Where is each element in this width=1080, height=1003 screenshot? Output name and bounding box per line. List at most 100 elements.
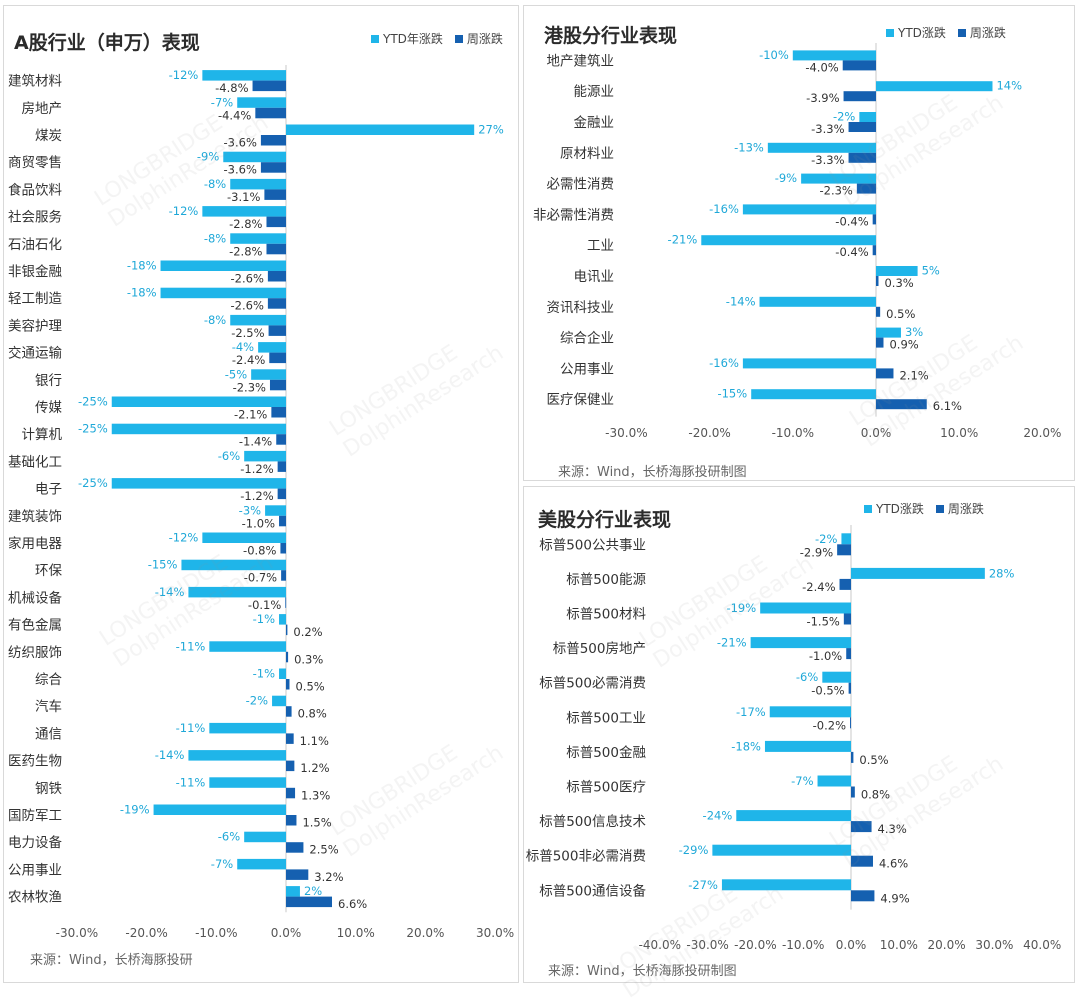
week-bar bbox=[266, 243, 286, 255]
week-data-label: -2.9% bbox=[800, 545, 833, 559]
week-bar bbox=[277, 461, 286, 472]
week-bar bbox=[876, 306, 881, 317]
week-data-label: -2.8% bbox=[229, 244, 262, 258]
category-label: 综合 bbox=[35, 672, 62, 688]
category-label: 汽车 bbox=[35, 698, 62, 715]
week-data-label: -0.7% bbox=[244, 571, 277, 585]
week-bar bbox=[876, 276, 879, 286]
legend-swatch-ytd bbox=[886, 28, 894, 37]
week-bar bbox=[286, 815, 297, 826]
category-label: 标普500工业 bbox=[566, 710, 646, 726]
ytd-data-label: -16% bbox=[709, 202, 739, 216]
x-tick-label: -10.0% bbox=[195, 926, 237, 940]
ytd-data-label: -11% bbox=[176, 639, 206, 653]
week-bar bbox=[876, 337, 884, 348]
ytd-data-label: -11% bbox=[176, 721, 206, 735]
legend-swatch-week bbox=[454, 34, 463, 43]
ytd-bar bbox=[279, 614, 286, 625]
week-bar bbox=[286, 651, 289, 663]
week-bar bbox=[846, 648, 851, 660]
legend-item-ytd: YTD年涨跌 bbox=[371, 30, 443, 47]
week-bar bbox=[851, 855, 873, 867]
ytd-data-label: -15% bbox=[717, 387, 747, 401]
ytd-data-label: -6% bbox=[218, 449, 240, 463]
ytd-bar bbox=[851, 567, 985, 579]
ytd-data-label: 5% bbox=[922, 264, 940, 278]
ytd-bar bbox=[822, 671, 851, 683]
hk-chart-title: 港股分行业表现 bbox=[544, 25, 678, 47]
category-label: 非银金融 bbox=[8, 264, 62, 280]
legend-item-ytd: YTD涨跌 bbox=[886, 24, 946, 41]
week-data-label: -4.4% bbox=[218, 108, 251, 122]
ytd-data-label: -16% bbox=[709, 356, 739, 370]
week-data-label: 6.1% bbox=[933, 399, 962, 413]
week-bar bbox=[843, 613, 851, 625]
category-label: 环保 bbox=[35, 563, 62, 579]
week-data-label: 0.8% bbox=[298, 707, 327, 721]
ytd-data-label: 28% bbox=[989, 566, 1015, 580]
week-bar bbox=[286, 787, 296, 799]
ytd-data-label: -1% bbox=[253, 667, 275, 681]
x-tick-label: 20.0% bbox=[1023, 426, 1061, 440]
category-label: 非必需性消费 bbox=[533, 207, 614, 223]
week-bar bbox=[281, 570, 286, 581]
week-data-label: -0.4% bbox=[835, 214, 868, 228]
category-label: 纺织服饰 bbox=[8, 645, 62, 661]
x-tick-label: -20.0% bbox=[688, 426, 730, 440]
category-label: 家用电器 bbox=[8, 535, 62, 552]
week-bar bbox=[271, 407, 286, 418]
ytd-data-label: -8% bbox=[204, 177, 226, 191]
week-data-label: -2.4% bbox=[802, 580, 835, 594]
category-label: 原材料业 bbox=[560, 146, 614, 162]
category-label: 钢铁 bbox=[35, 781, 62, 797]
x-tick-label: -30.0% bbox=[56, 926, 98, 940]
week-bar bbox=[269, 352, 286, 364]
category-label: 综合企业 bbox=[560, 330, 614, 347]
ytd-data-label: -9% bbox=[197, 150, 219, 164]
ytd-bar bbox=[244, 450, 286, 462]
category-label: 煤炭 bbox=[35, 128, 62, 144]
us-legend: YTD涨跌 周涨跌 bbox=[864, 500, 996, 517]
week-bar bbox=[267, 271, 286, 282]
ytd-bar bbox=[736, 810, 851, 822]
a-share-chart-plot: 建筑材料 -12%-4.8%房地产 -7%-4.4%煤炭 27%-3.6%商贸零售 -9… bbox=[8, 65, 514, 940]
ytd-data-label: -18% bbox=[731, 739, 761, 753]
ytd-data-label: -19% bbox=[726, 601, 756, 615]
x-tick-label: 10.0% bbox=[880, 938, 918, 952]
ytd-bar bbox=[876, 81, 993, 92]
week-bar bbox=[286, 896, 333, 908]
ytd-data-label: -11% bbox=[176, 775, 206, 789]
week-data-label: 3.2% bbox=[314, 870, 343, 884]
ytd-bar bbox=[801, 173, 876, 184]
category-label: 传媒 bbox=[35, 400, 62, 416]
week-bar bbox=[285, 597, 287, 608]
week-data-label: -3.3% bbox=[811, 122, 844, 136]
week-data-label: -2.3% bbox=[233, 380, 266, 394]
week-bar bbox=[839, 578, 851, 590]
week-bar bbox=[848, 152, 876, 163]
ytd-data-label: -27% bbox=[688, 878, 718, 892]
ytd-bar bbox=[230, 233, 286, 244]
ytd-bar bbox=[742, 358, 876, 369]
x-tick-label: 20.0% bbox=[928, 938, 966, 952]
week-bar bbox=[260, 135, 286, 146]
us-source-note: 来源：Wind，长桥海豚投研制图 bbox=[548, 964, 737, 979]
week-bar bbox=[851, 821, 872, 833]
week-data-label: 1.3% bbox=[301, 788, 330, 802]
ytd-bar bbox=[817, 775, 851, 787]
legend-swatch-ytd bbox=[371, 34, 379, 43]
ytd-bar bbox=[160, 287, 286, 299]
category-label: 建筑装饰 bbox=[8, 509, 62, 525]
ytd-data-label: -14% bbox=[155, 748, 185, 762]
category-label: 电子 bbox=[35, 482, 62, 498]
x-tick-label: 40.0% bbox=[1023, 938, 1061, 952]
ytd-data-label: -25% bbox=[78, 422, 108, 436]
week-bar bbox=[876, 368, 894, 379]
week-data-label: -2.6% bbox=[231, 272, 264, 286]
ytd-data-label: -18% bbox=[127, 259, 157, 273]
us-chart-plot: 标普500公共事业 -2%-2.9% 标普500能源 28% -2.4% 标普500材料 -… bbox=[526, 525, 1061, 952]
x-tick-label: 0.0% bbox=[861, 426, 892, 440]
legend-item-week: 周涨跌 bbox=[935, 500, 984, 517]
week-bar bbox=[286, 733, 294, 744]
ytd-bar bbox=[202, 532, 286, 543]
